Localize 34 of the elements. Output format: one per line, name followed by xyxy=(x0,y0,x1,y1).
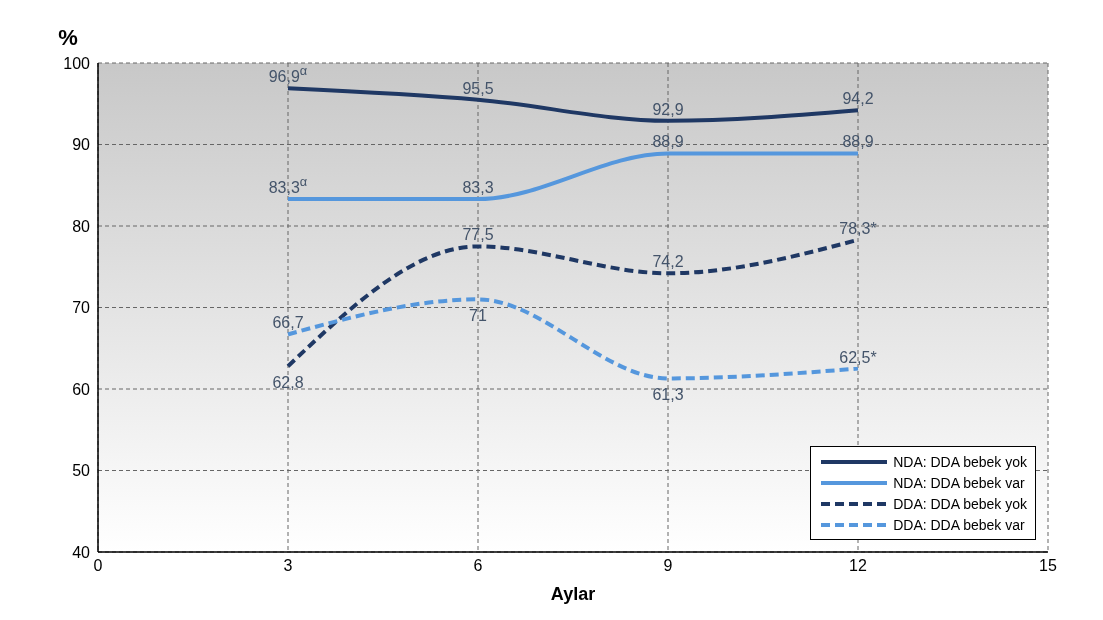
x-axis-title: Aylar xyxy=(550,584,596,604)
y-tick-label: 100 xyxy=(63,54,91,72)
data-label: 61,3 xyxy=(652,386,684,404)
y-tick-label: 70 xyxy=(72,299,91,317)
legend-label: DDA: DDA bebek var xyxy=(893,516,1025,533)
data-label: 74,2 xyxy=(652,253,684,271)
data-label: 83,3$^{α}$ xyxy=(268,173,308,197)
x-tick-label: 6 xyxy=(473,557,483,575)
data-label: 62,8 xyxy=(272,374,304,392)
y-tick-label: 80 xyxy=(72,217,91,235)
y-tick-label: 60 xyxy=(72,380,91,398)
data-label: 92,9 xyxy=(652,100,684,118)
data-label: 88,9 xyxy=(842,133,874,151)
legend-label: DDA: DDA bebek yok xyxy=(893,495,1027,512)
data-label: 83,3 xyxy=(462,179,494,197)
x-tick-label: 3 xyxy=(283,557,293,575)
data-label: 66,7 xyxy=(272,314,304,332)
y-tick-label: 50 xyxy=(72,462,91,480)
data-label: 77,5 xyxy=(462,226,494,244)
legend-label: NDA: DDA bebek var xyxy=(893,474,1025,491)
data-label: 71 xyxy=(469,307,487,325)
x-tick-label: 9 xyxy=(663,557,673,575)
x-tick-label: 12 xyxy=(849,557,867,575)
legend-label: NDA: DDA bebek yok xyxy=(893,453,1027,470)
y-axis-title: % xyxy=(58,25,78,50)
data-label: 94,2 xyxy=(842,90,874,108)
x-tick-label: 0 xyxy=(93,557,103,575)
x-tick-label: 15 xyxy=(1039,557,1057,575)
data-label: 95,5 xyxy=(462,79,494,97)
data-label: 62,5* xyxy=(839,348,877,366)
y-tick-label: 90 xyxy=(72,136,91,154)
y-tick-label: 40 xyxy=(72,543,91,561)
data-label: 78,3* xyxy=(839,219,877,237)
data-label: 96,9$^{α}$ xyxy=(268,62,308,86)
